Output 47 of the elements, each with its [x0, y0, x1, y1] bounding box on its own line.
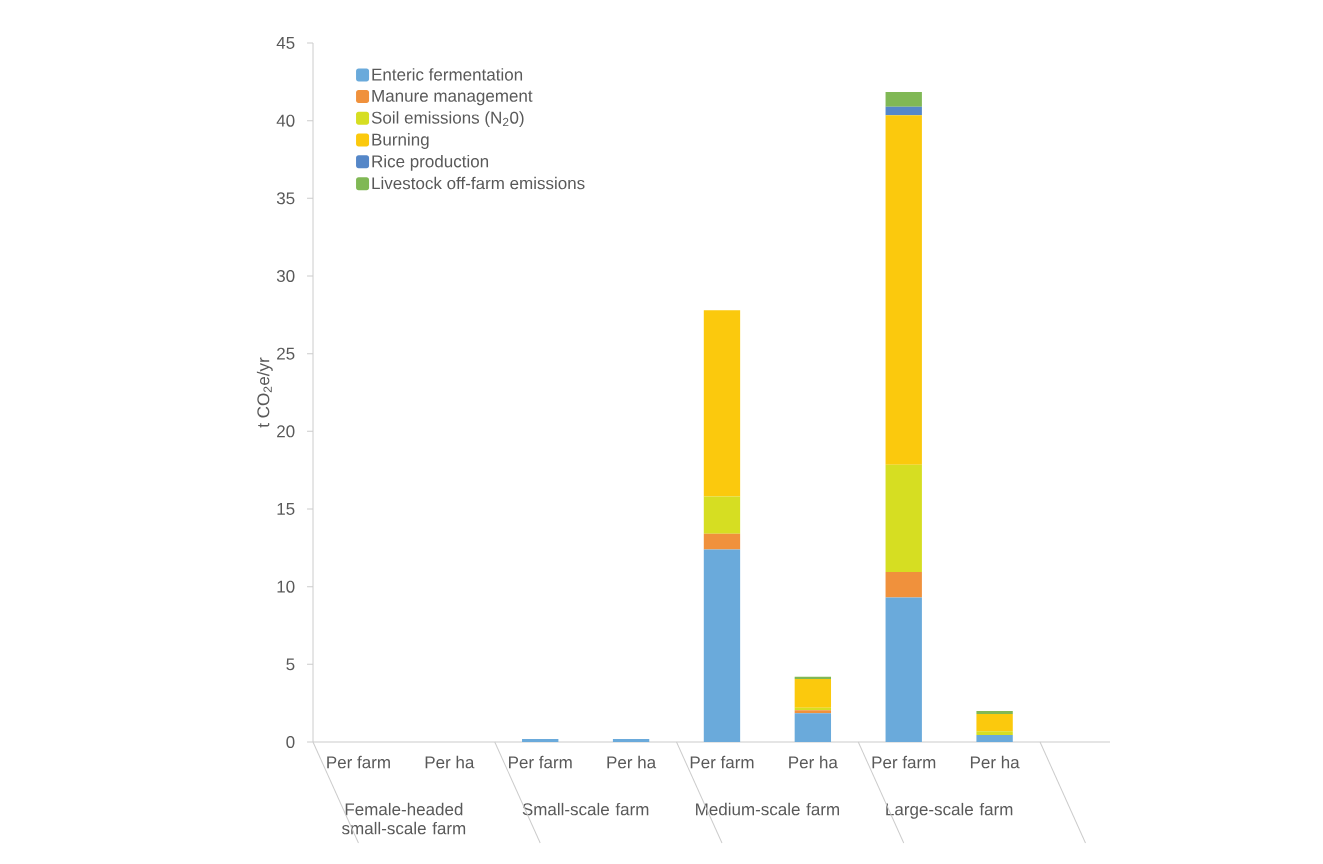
bar: [885, 571, 922, 598]
legend-label: Enteric fermentation: [372, 68, 523, 81]
bar: [703, 310, 741, 497]
text: Small-scale farm: [522, 802, 649, 816]
y-axis-title: t CO$_{2}$e/yr: [256, 357, 273, 428]
bar: [976, 710, 1013, 715]
x-tick-label: Per farm: [509, 755, 572, 769]
bar: [703, 496, 741, 534]
bar: [612, 738, 650, 742]
legend-label: Rice production: [372, 154, 489, 171]
y-tick-label: 10: [277, 580, 295, 593]
x-tick-label: Per ha: [970, 755, 1020, 769]
bar: [976, 731, 1013, 736]
y-tick-label: 40: [276, 114, 295, 127]
legend-label: Manure management: [372, 89, 533, 106]
legend-label: Soil emissions (N$_{2}$0): [371, 111, 524, 128]
x-tick-label: Per ha: [789, 755, 838, 769]
x-tick-label: Per ha: [425, 755, 475, 769]
bar: [703, 533, 741, 550]
y-tick-label: 15: [277, 503, 295, 515]
y-tick-label: 30: [276, 269, 295, 283]
bar: [794, 713, 832, 742]
y-tick-label: 5: [286, 658, 295, 671]
legend-label: Livestock off-farm emissions: [372, 176, 585, 190]
y-tick-label: 20: [277, 425, 295, 438]
y-tick-label: 25: [277, 347, 295, 360]
bar: [522, 738, 559, 742]
text: Medium-scale farm: [696, 802, 840, 816]
bar: [976, 735, 1013, 742]
y-tick-label: 35: [276, 192, 295, 205]
bar: [885, 115, 922, 465]
y-tick-label: 0: [286, 735, 295, 749]
legend-label: Burning: [372, 133, 429, 149]
bar: [885, 464, 922, 572]
bar: [703, 549, 741, 742]
x-tick-label: Per ha: [607, 755, 657, 769]
bar: [976, 714, 1013, 732]
x-tick-label: Per farm: [327, 755, 390, 769]
x-tick-label: Per farm: [690, 755, 754, 769]
bar: [885, 91, 922, 107]
text: Large-scale farm: [886, 802, 1013, 819]
x-tick-label: Per farm: [872, 755, 936, 769]
text: Female-headed small-scale farm: [342, 802, 466, 835]
bar: [885, 106, 922, 116]
y-tick-label: 45: [276, 37, 295, 49]
bar: [885, 597, 922, 742]
bar: [794, 679, 832, 708]
